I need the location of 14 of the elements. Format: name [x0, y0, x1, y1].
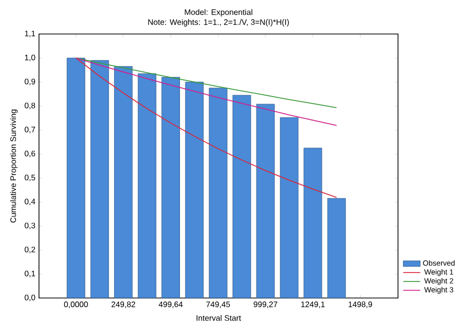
- bar: [208, 88, 228, 298]
- line-series: [76, 58, 338, 198]
- bar: [280, 117, 298, 298]
- bar: [327, 198, 346, 298]
- bar: [256, 104, 275, 298]
- bar: [162, 77, 180, 298]
- bar: [66, 58, 86, 298]
- bar: [232, 95, 251, 298]
- bar: [304, 148, 322, 298]
- bar: [185, 82, 204, 298]
- line-series: [76, 58, 338, 108]
- bar: [90, 60, 109, 298]
- bar: [114, 66, 133, 298]
- bar: [138, 73, 156, 298]
